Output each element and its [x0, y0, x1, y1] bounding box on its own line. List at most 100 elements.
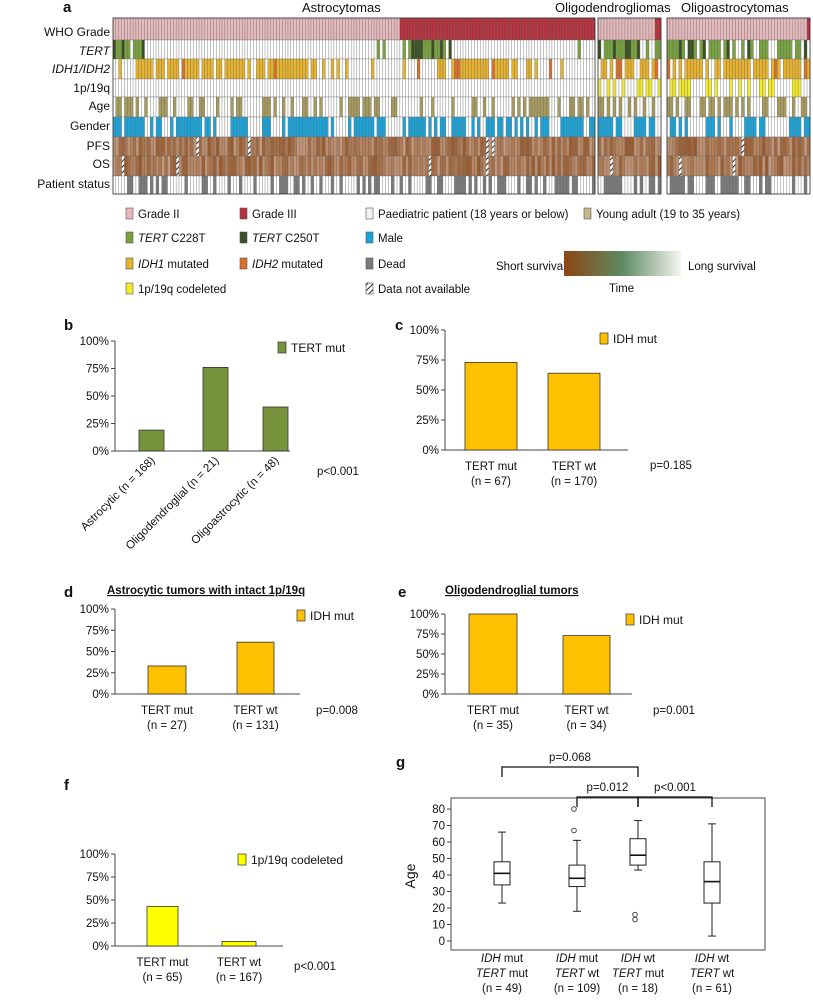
heatmap-cell — [633, 39, 638, 60]
heatmap-cell — [339, 17, 343, 41]
heatmap-cell — [345, 175, 349, 195]
heatmap-cell — [322, 17, 326, 41]
heatmap-cell — [765, 17, 769, 41]
heatmap-cell — [284, 96, 289, 118]
heatmap-cell — [491, 96, 495, 118]
heatmap-cell — [236, 175, 240, 195]
heatmap-cell — [609, 155, 614, 177]
heatmap-cell — [196, 96, 200, 118]
heatmap-cell — [580, 96, 584, 118]
heatmap-cell — [411, 17, 415, 41]
heatmap-cell — [462, 17, 467, 41]
heatmap-cell — [405, 58, 409, 80]
heatmap-cell — [705, 58, 709, 80]
heatmap-cell — [636, 136, 641, 157]
y-tick-label: 10 — [432, 920, 445, 932]
heatmap-cell — [247, 39, 251, 60]
heatmap-cell — [175, 17, 180, 41]
heatmap-cell — [654, 175, 659, 195]
survival-long-label: Long survival — [688, 261, 756, 273]
heatmap-cell — [201, 78, 206, 98]
heatmap-cell — [201, 17, 206, 41]
heatmap-cell — [350, 175, 355, 195]
heatmap-cell — [416, 96, 421, 118]
heatmap-cell — [175, 58, 180, 80]
heatmap-cell — [227, 78, 231, 98]
heatmap-cell — [681, 136, 686, 157]
heatmap-cell — [284, 136, 289, 157]
heatmap-cell — [563, 39, 567, 60]
heatmap-cell — [282, 116, 286, 138]
heatmap-cell — [373, 17, 378, 41]
heatmap-cell — [210, 155, 214, 177]
heatmap-cell — [485, 17, 490, 41]
heatmap-cell — [554, 58, 558, 80]
heatmap-cell — [193, 17, 197, 41]
heatmap-cell — [531, 136, 535, 157]
heatmap-cell — [448, 78, 452, 98]
heatmap-cell — [560, 78, 564, 98]
heatmap-cell — [690, 78, 695, 98]
heatmap-cell — [477, 155, 481, 177]
legend-entry-idh1: IDH1 mutated — [125, 257, 209, 271]
heatmap-cell — [388, 175, 392, 195]
group-title-astrocytomas: Astrocytomas — [302, 0, 381, 15]
heatmap-cell — [270, 96, 274, 118]
heatmap-cell — [741, 39, 745, 60]
heatmap-cell — [419, 175, 424, 195]
heatmap-cell — [345, 17, 349, 41]
panel-label-e: e — [398, 584, 406, 601]
heatmap-cell — [750, 136, 754, 157]
heatmap-cell — [213, 155, 217, 177]
heatmap-cell — [708, 39, 712, 60]
heatmap-cell — [783, 58, 787, 80]
heatmap-cell — [540, 136, 544, 157]
heatmap-cell — [806, 39, 811, 60]
heatmap-cell — [783, 136, 787, 157]
heatmap-cell — [359, 39, 363, 60]
heatmap-cell — [170, 78, 174, 98]
heatmap-cell — [523, 136, 527, 157]
heatmap-cell — [717, 78, 721, 98]
y-tick-label: 60 — [432, 837, 445, 849]
heatmap-cell — [482, 17, 487, 41]
heatmap-cell — [684, 175, 689, 195]
heatmap-cell — [121, 155, 125, 177]
heatmap-cell — [666, 17, 671, 41]
heatmap-cell — [586, 78, 590, 98]
heatmap-cell — [221, 39, 226, 60]
heatmap-cell — [791, 78, 796, 98]
heatmap-cell — [636, 175, 641, 195]
heatmap-cell — [615, 116, 620, 138]
heatmap-cell — [806, 155, 811, 177]
heatmap-cell — [316, 39, 320, 60]
heatmap-cell — [540, 78, 544, 98]
heatmap-cell — [543, 78, 547, 98]
heatmap-cell — [459, 136, 464, 157]
heatmap-cell — [768, 17, 772, 41]
heatmap-cell — [152, 136, 157, 157]
heatmap-cell — [603, 78, 608, 98]
heatmap-cell — [657, 155, 662, 177]
heatmap-cell — [672, 155, 677, 177]
heatmap-cell — [213, 116, 217, 138]
heatmap-cell — [738, 116, 742, 138]
heatmap-cell — [597, 175, 602, 195]
heatmap-cell — [788, 78, 793, 98]
heatmap-cell — [264, 58, 269, 80]
heatmap-cell — [356, 116, 360, 138]
heatmap-cell — [247, 175, 251, 195]
heatmap-cell — [328, 39, 332, 60]
heatmap-cell — [147, 39, 151, 60]
heatmap-cell — [732, 175, 736, 195]
heatmap-cell — [290, 175, 294, 195]
heatmap-cell — [178, 155, 183, 177]
heatmap-cell — [132, 96, 137, 118]
heatmap-cell — [669, 136, 674, 157]
heatmap-cell — [385, 175, 389, 195]
y-tick-label: 75% — [86, 364, 109, 376]
heatmap-cell — [639, 175, 644, 195]
heatmap-cell — [508, 136, 513, 157]
heatmap-cell — [428, 96, 432, 118]
heatmap-cell — [690, 175, 695, 195]
